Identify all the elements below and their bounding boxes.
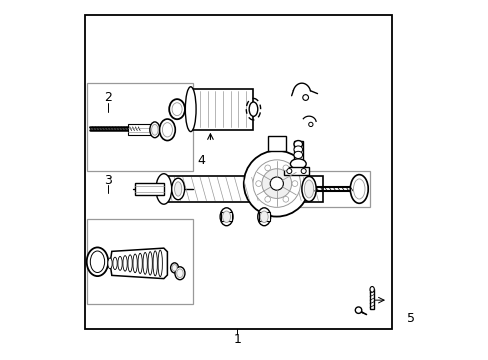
Ellipse shape (148, 252, 152, 275)
Bar (86, 83, 192, 171)
Text: 5: 5 (407, 311, 414, 325)
Ellipse shape (159, 119, 175, 140)
Bar (163, 176, 323, 202)
Ellipse shape (301, 176, 316, 202)
Ellipse shape (222, 211, 230, 222)
Ellipse shape (108, 258, 112, 269)
Ellipse shape (293, 146, 302, 153)
Circle shape (264, 197, 270, 202)
Bar (369, 289, 373, 309)
Ellipse shape (290, 159, 305, 169)
Bar (86, 220, 192, 304)
Ellipse shape (304, 180, 313, 198)
Bar (267, 136, 285, 150)
Ellipse shape (169, 99, 184, 119)
Text: 1: 1 (233, 333, 241, 346)
Ellipse shape (158, 250, 162, 276)
Ellipse shape (257, 208, 270, 226)
Ellipse shape (355, 307, 361, 314)
Ellipse shape (220, 208, 233, 226)
Ellipse shape (113, 257, 117, 270)
Ellipse shape (172, 265, 177, 271)
Circle shape (291, 181, 297, 186)
Circle shape (301, 168, 305, 174)
Ellipse shape (176, 269, 183, 278)
Ellipse shape (293, 140, 302, 148)
Ellipse shape (171, 178, 184, 200)
Ellipse shape (133, 254, 137, 273)
Ellipse shape (128, 255, 132, 272)
Circle shape (308, 122, 312, 127)
Ellipse shape (118, 256, 122, 270)
Circle shape (270, 177, 283, 190)
Bar (284, 171, 369, 207)
Text: 2: 2 (104, 91, 112, 104)
Ellipse shape (142, 252, 147, 274)
Ellipse shape (90, 251, 104, 273)
Ellipse shape (185, 87, 196, 132)
Ellipse shape (149, 122, 160, 138)
Ellipse shape (369, 287, 373, 292)
Ellipse shape (86, 247, 108, 276)
Ellipse shape (174, 182, 182, 196)
Ellipse shape (175, 267, 184, 280)
Ellipse shape (353, 179, 364, 199)
Bar (293, 140, 302, 164)
Circle shape (283, 165, 288, 171)
Circle shape (252, 160, 300, 207)
Bar (221, 212, 231, 221)
Circle shape (262, 169, 291, 198)
Ellipse shape (172, 103, 182, 116)
Bar (128, 125, 158, 135)
Text: 4: 4 (197, 154, 205, 167)
Bar (190, 89, 253, 130)
Ellipse shape (156, 174, 171, 204)
Bar (85, 15, 391, 329)
Circle shape (286, 168, 291, 174)
Polygon shape (110, 248, 167, 279)
Ellipse shape (153, 251, 157, 276)
Ellipse shape (249, 102, 257, 116)
Bar (135, 183, 163, 195)
Ellipse shape (138, 253, 142, 274)
Circle shape (255, 181, 261, 186)
Ellipse shape (349, 175, 367, 203)
Polygon shape (284, 167, 308, 175)
Ellipse shape (122, 256, 127, 271)
Circle shape (264, 165, 270, 171)
Bar (258, 212, 269, 221)
Circle shape (283, 197, 288, 202)
Ellipse shape (151, 125, 158, 135)
Ellipse shape (260, 211, 267, 222)
Text: 3: 3 (104, 174, 112, 186)
Ellipse shape (162, 123, 172, 137)
Ellipse shape (170, 263, 178, 273)
Circle shape (302, 95, 308, 100)
Circle shape (244, 150, 309, 217)
Ellipse shape (293, 151, 302, 158)
